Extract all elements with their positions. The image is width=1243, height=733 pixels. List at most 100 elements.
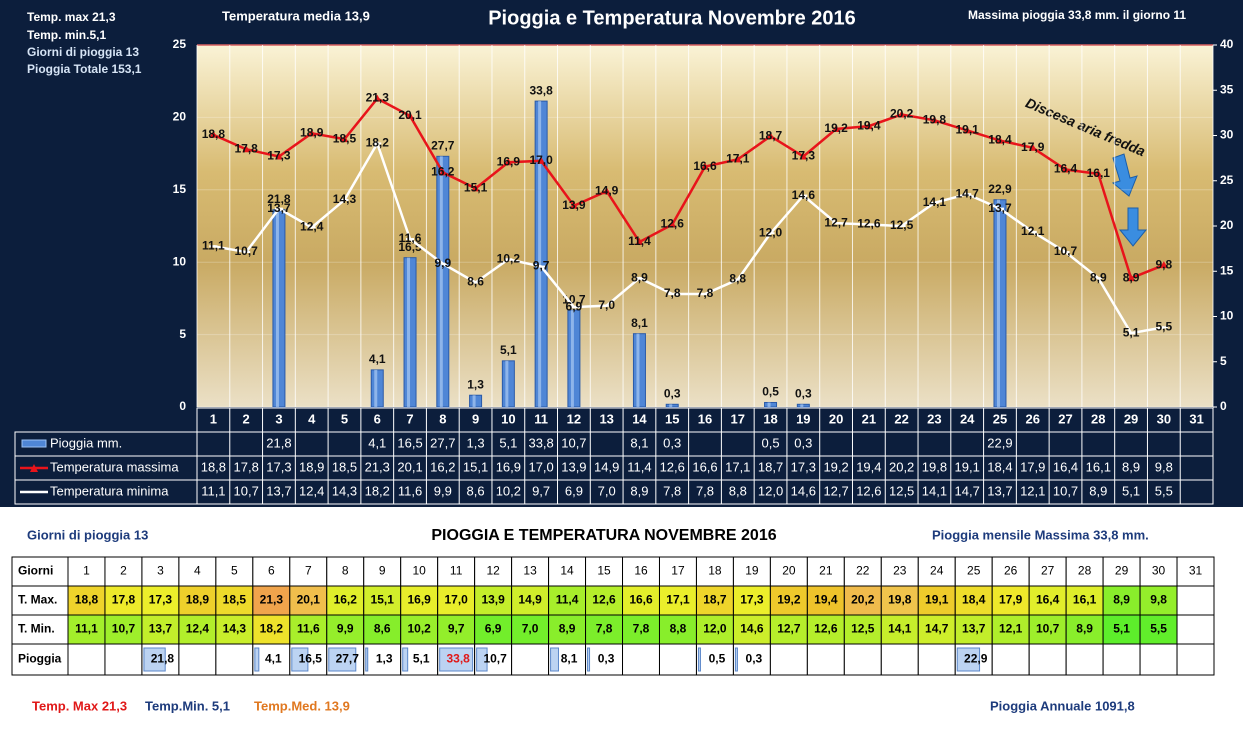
point-label: 19,2 (824, 121, 848, 135)
table-value: 16,6 (692, 459, 717, 474)
plot-area (197, 45, 1213, 407)
table-value: 11,4 (556, 593, 579, 607)
marker (832, 124, 841, 132)
table-value: 0,3 (794, 435, 812, 450)
table-rain: 0,3 (598, 652, 615, 666)
point-label: 14,9 (595, 183, 619, 197)
marker (471, 184, 480, 192)
table-value: 8,6 (467, 483, 485, 498)
x-tick-label: 6 (374, 411, 381, 426)
marker (799, 194, 808, 197)
marker (569, 201, 578, 209)
x-tick-label: 15 (665, 411, 679, 426)
legend-label: Temperatura massima (50, 459, 179, 474)
marker (438, 262, 447, 265)
table-value: 19,1 (925, 593, 949, 607)
point-label: 18,7 (759, 128, 783, 142)
table-rain: 0,3 (746, 652, 763, 666)
point-label: 12,5 (890, 218, 914, 232)
table-value: 18,4 (962, 593, 986, 607)
point-label: 17,3 (792, 149, 816, 163)
point-label: 14,6 (792, 188, 816, 202)
arrow (1118, 207, 1148, 247)
table-value: 8,9 (559, 622, 576, 636)
marker (930, 201, 939, 204)
marker (766, 232, 775, 235)
table-value: 10,7 (234, 483, 259, 498)
y2-tick-label: 25 (1220, 173, 1234, 187)
y2-tick-label: 5 (1220, 354, 1227, 368)
table-cell (1102, 643, 1141, 676)
bar-label: 1,3 (467, 377, 484, 391)
point-label: 17,8 (234, 141, 258, 155)
table-value: 19,2 (777, 593, 801, 607)
table-cell (104, 643, 143, 676)
table-value: 16,9 (408, 593, 432, 607)
table-bar (365, 647, 369, 672)
table-value: 18,8 (201, 459, 226, 474)
table-cell (104, 585, 143, 616)
table-value: 9,9 (434, 483, 452, 498)
table-cell (1139, 643, 1178, 676)
table-value: 8,9 (1076, 622, 1093, 636)
y2-tick-label: 30 (1220, 128, 1234, 142)
table-day: 16 (634, 564, 648, 578)
point-label: 18,5 (333, 131, 357, 145)
point-label: 6,9 (566, 299, 583, 313)
point-label: 12,6 (857, 217, 881, 231)
point-label: 18,2 (366, 136, 390, 150)
point-label: 8,9 (1090, 270, 1107, 284)
table-value: 19,2 (823, 459, 848, 474)
table-rain: 1,3 (376, 652, 393, 666)
marker (864, 223, 873, 226)
point-label: 13,9 (562, 198, 586, 212)
table-cell (1028, 643, 1067, 676)
table-value: 17,0 (444, 593, 468, 607)
table-rain: 33,8 (446, 652, 470, 666)
table-value: 8,9 (1113, 593, 1130, 607)
table-cell (1139, 556, 1178, 587)
table-value: 20,1 (397, 459, 422, 474)
table-value: 6,9 (565, 483, 583, 498)
table-value: 12,1 (999, 622, 1023, 636)
table-cell (104, 614, 143, 645)
point-label: 19,8 (923, 112, 947, 126)
table-value: 1,3 (467, 435, 485, 450)
footer-tmax: Temp. Max 21,3 (32, 698, 127, 713)
point-label: 18,9 (300, 125, 324, 139)
x-tick-label: 16 (698, 411, 712, 426)
marker (602, 304, 611, 307)
point-label: 7,8 (664, 286, 681, 300)
point-label: 17,3 (267, 149, 291, 163)
table-value: 21,3 (260, 593, 284, 607)
table-value: 16,4 (1036, 593, 1060, 607)
rain-days: Giorni di pioggia 13 (27, 527, 148, 542)
table-cell (769, 556, 808, 587)
marker (406, 111, 415, 119)
y2-tick-label: 20 (1220, 218, 1234, 232)
point-label: 17,1 (726, 152, 750, 166)
table-value: 9,7 (532, 483, 550, 498)
table-cell (548, 585, 587, 616)
bar-shine (800, 404, 804, 407)
table-row-label: Giorni (18, 564, 53, 578)
marker (635, 277, 644, 280)
table-cell (400, 556, 439, 587)
point-label: 19,4 (857, 118, 881, 132)
bar-shine (570, 310, 574, 407)
table-bar (439, 647, 474, 672)
point-label: 12,0 (759, 225, 783, 239)
table-cell (917, 556, 956, 587)
bar-label: 5,1 (500, 343, 517, 357)
marker (766, 132, 775, 140)
table-row-label: T. Max. (18, 593, 57, 607)
marker (799, 152, 808, 160)
table-cell (917, 614, 956, 645)
marker (569, 306, 578, 309)
table-value: 18,5 (223, 593, 247, 607)
line (212, 96, 1165, 280)
table-value: 0,5 (762, 435, 780, 450)
point-label: 10,2 (497, 251, 521, 265)
x-tick-label: 24 (960, 411, 975, 426)
